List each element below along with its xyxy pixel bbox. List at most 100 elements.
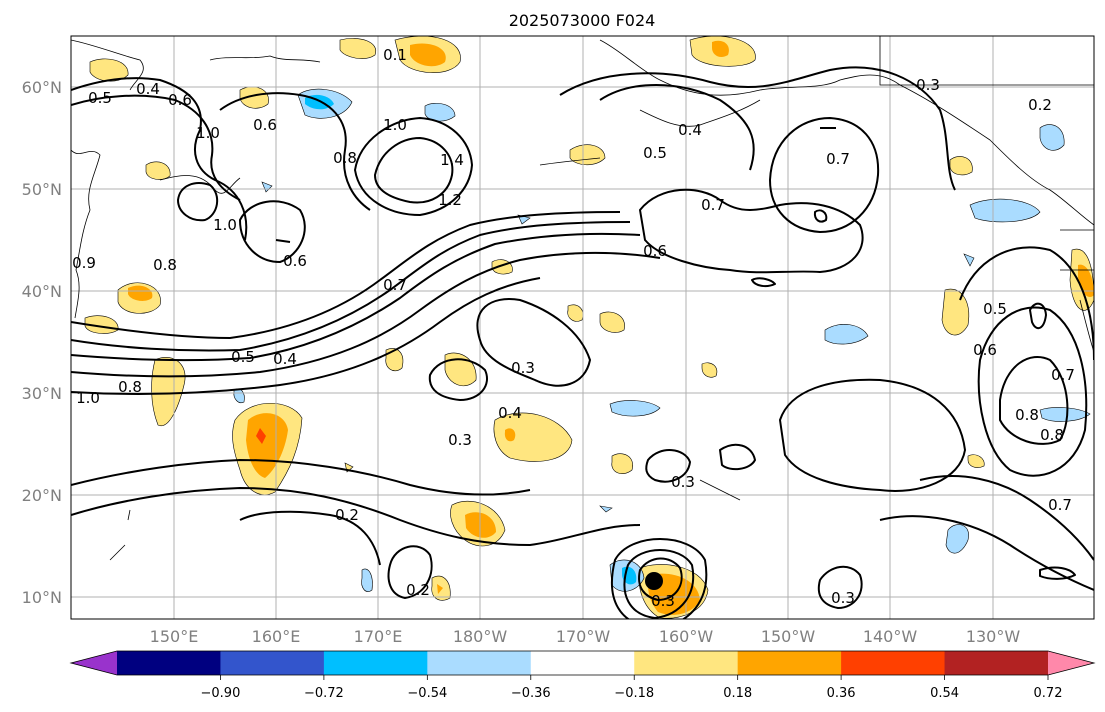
positive-anomaly-area: [967, 454, 985, 468]
longitude-labels: 150°E 160°E 170°E 180°W 170°W 160°W 150°…: [150, 627, 1021, 646]
contour-label: 0.6: [643, 242, 667, 260]
contour-label: 0.6: [973, 341, 997, 359]
positive-anomaly-area: [145, 161, 171, 180]
positive-anomaly-area: [949, 156, 973, 176]
contour-label: 0.5: [643, 144, 667, 162]
contour-label: 0.3: [671, 473, 695, 491]
colorbar-segment: [737, 651, 842, 675]
storm-center-marker: [645, 572, 663, 590]
contour-label: 0.8: [118, 378, 142, 396]
contour-labels: 0.5 0.4 0.6 0.6 1.0 0.8 1.0 1.4 1.2 0.6 …: [72, 46, 1075, 610]
colorbar-segment: [427, 651, 532, 675]
colorbar-tick-label: −0.18: [614, 686, 654, 701]
colorbar-tick-label: −0.72: [304, 686, 344, 701]
contour-label: 0.3: [511, 359, 535, 377]
positive-anomaly-area: [89, 58, 129, 82]
contour-label: 0.4: [136, 80, 160, 98]
colorbar-tick-label: 0.18: [723, 686, 752, 701]
colorbar-segment: [323, 651, 428, 675]
colorbar-segment: [841, 651, 946, 675]
colorbar-tick-label: 0.54: [930, 686, 959, 701]
positive-anomaly-area: [611, 453, 633, 474]
contour-label: 0.7: [1048, 496, 1072, 514]
negative-anomaly-area: [424, 103, 456, 122]
contour-label: 1.0: [76, 389, 100, 407]
contour-label: 0.5: [88, 89, 112, 107]
colorbar-segments: [117, 651, 1049, 675]
colorbar-tick-labels: −0.90 −0.72 −0.54 −0.36 −0.18 0.18 0.36 0.54 0.7…: [201, 675, 1063, 701]
very-strong-positive-anomaly-area: [256, 428, 266, 444]
lon-label: 150°W: [761, 627, 816, 646]
colorbar-tick-label: −0.90: [201, 686, 241, 701]
positive-anomaly-area: [701, 362, 718, 378]
map-content: 0.5 0.4 0.6 0.6 1.0 0.8 1.0 1.4 1.2 0.6 …: [71, 36, 1094, 619]
contour-label: 0.8: [153, 256, 177, 274]
contour-label: 0.4: [678, 121, 702, 139]
positive-anomaly-area: [569, 144, 606, 166]
lon-label: 160°W: [659, 627, 714, 646]
contour-label: 0.7: [701, 196, 725, 214]
figure-title: 2025073000 F024: [509, 11, 656, 30]
lat-label: 50°N: [22, 180, 62, 199]
contour-label: 1.0: [213, 216, 237, 234]
contour-label: 1.2: [438, 191, 462, 209]
contour-label: 0.3: [916, 76, 940, 94]
positive-anomaly-area: [339, 38, 377, 59]
contour-label: 0.8: [333, 149, 357, 167]
contour-label: 1.4: [440, 151, 464, 169]
lon-label: 170°W: [556, 627, 611, 646]
contour-label: 0.8: [1015, 406, 1039, 424]
positive-anomaly-area: [567, 304, 584, 322]
colorbar-segment: [634, 651, 739, 675]
contour-label: 0.3: [651, 592, 675, 610]
contour-label: 0.6: [253, 116, 277, 134]
contour-label: 0.7: [383, 276, 407, 294]
contour-lines: [71, 66, 1094, 619]
lat-label: 40°N: [22, 282, 62, 301]
colorbar-left-extension: [71, 651, 117, 675]
colorbar-segment: [117, 651, 221, 675]
lon-label: 170°E: [354, 627, 403, 646]
contour-label: 0.6: [168, 91, 192, 109]
contour-label: 0.2: [1028, 96, 1052, 114]
negative-anomaly-area: [1039, 407, 1091, 422]
contour-label: 0.5: [231, 348, 255, 366]
grid-lines: [71, 36, 1094, 619]
negative-anomaly-area: [1039, 124, 1065, 151]
contour-label: 0.1: [383, 46, 407, 64]
map-frame: [70, 35, 1095, 620]
colorbar-segment: [530, 651, 635, 675]
latitude-labels: 60°N 50°N 40°N 30°N 20°N 10°N: [22, 78, 62, 607]
contour-label: 0.3: [448, 431, 472, 449]
negative-anomaly-area: [824, 324, 869, 345]
colorbar-tick-label: 0.36: [827, 686, 856, 701]
colorbar-tick-label: 0.72: [1034, 686, 1063, 701]
contour-label: 1.0: [196, 124, 220, 142]
contour-label: 0.4: [273, 350, 297, 368]
negative-anomaly-area: [599, 505, 613, 513]
lon-label: 160°E: [252, 627, 301, 646]
lat-label: 20°N: [22, 486, 62, 505]
negative-anomaly-area: [609, 400, 661, 417]
contour-label: 1.0: [383, 116, 407, 134]
contour-label: 0.7: [826, 150, 850, 168]
contour-label: 0.2: [406, 581, 430, 599]
contour-label: 0.3: [831, 589, 855, 607]
contour-label: 0.8: [1040, 426, 1064, 444]
lat-label: 60°N: [22, 78, 62, 97]
colorbar-right-extension: [1048, 651, 1094, 675]
negative-anomaly-area: [963, 253, 975, 267]
contour-label: 0.6: [283, 252, 307, 270]
contour-label: 0.7: [1051, 366, 1075, 384]
contour-label: 0.4: [498, 404, 522, 422]
colorbar-segment: [220, 651, 325, 675]
contour-label: 0.5: [983, 300, 1007, 318]
colorbar-tick-label: −0.54: [407, 686, 447, 701]
negative-anomaly-area: [361, 568, 373, 592]
contour-label: 0.2: [335, 506, 359, 524]
negative-anomaly-area: [945, 524, 969, 554]
positive-anomaly-area: [599, 311, 625, 333]
lon-label: 180°W: [453, 627, 508, 646]
lat-label: 30°N: [22, 384, 62, 403]
